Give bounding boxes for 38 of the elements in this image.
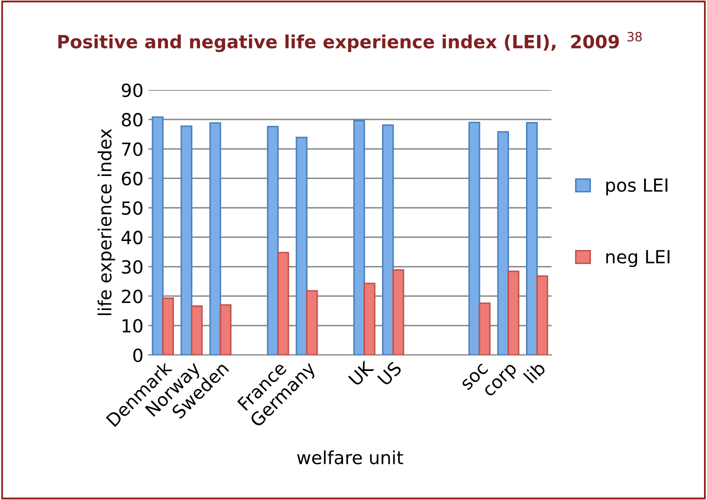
y-tick-label: 0 xyxy=(133,348,142,362)
bar xyxy=(162,297,174,355)
x-tick-label: UK xyxy=(348,360,375,386)
bar xyxy=(478,302,491,355)
bar xyxy=(497,131,509,355)
y-tick-label: 60 xyxy=(122,172,142,186)
bar xyxy=(536,275,548,355)
bar xyxy=(392,269,404,355)
x-tick-label: lib xyxy=(523,360,546,384)
y-tick-label: 80 xyxy=(122,112,142,127)
bar xyxy=(526,122,538,355)
y-tick-label: 40 xyxy=(122,230,142,244)
bar xyxy=(209,122,222,355)
legend-label: pos LEI xyxy=(606,178,668,196)
bar xyxy=(382,124,394,355)
bar xyxy=(277,252,290,355)
y-tick-label: 70 xyxy=(122,142,142,156)
y-tick-label: 10 xyxy=(122,319,142,333)
bar xyxy=(306,290,318,355)
y-tick-label: 20 xyxy=(122,290,142,304)
y-axis-title: life experience index xyxy=(98,128,116,316)
bar xyxy=(266,126,279,355)
bar xyxy=(220,304,232,355)
bar xyxy=(353,120,366,355)
bar xyxy=(296,136,308,355)
y-tick-label: 90 xyxy=(122,83,142,98)
legend-label: neg LEI xyxy=(606,250,670,268)
x-axis-title: welfare unit xyxy=(297,450,404,464)
y-tick-label: 30 xyxy=(122,260,142,274)
bar xyxy=(152,116,164,355)
bar xyxy=(508,270,520,355)
chart-title: Positive and negative life experience index (LEI), 2009 $^{38}$ xyxy=(58,32,642,52)
x-tick-label: US xyxy=(377,360,402,386)
bar xyxy=(364,282,376,355)
bar xyxy=(180,126,192,355)
bar xyxy=(190,305,203,355)
bar xyxy=(468,122,480,355)
y-tick-label: 50 xyxy=(122,201,142,215)
